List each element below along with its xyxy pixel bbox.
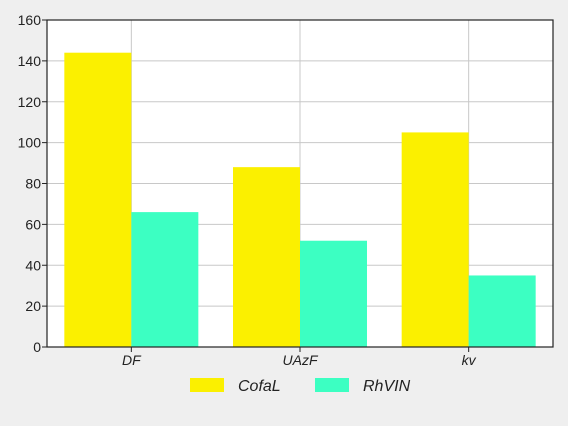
bar-CofaL-UAzF [233,167,300,347]
y-tick-label: 100 [18,135,42,151]
x-axis: DF UAzF kv [122,347,477,368]
x-tick-label: kv [462,352,477,368]
bars [64,52,536,347]
legend-swatch [315,378,349,392]
y-tick-label: 0 [33,339,41,355]
legend-label: CofaL [238,378,281,395]
bar-CofaL-DF [64,52,132,347]
y-tick-label: 120 [18,94,42,110]
legend: CofaL RhVIN [190,378,411,395]
bar-RhVIN-kv [468,275,536,347]
x-tick-label: DF [122,352,142,368]
y-axis: 0 20 40 60 80 100 120 140 160 [18,12,47,355]
y-tick-label: 40 [25,257,41,273]
y-tick-label: 80 [25,176,41,192]
y-tick-label: 140 [18,53,42,69]
bar-RhVIN-DF [131,212,199,347]
y-tick-label: 60 [25,216,41,232]
bar-RhVIN-UAzF [300,240,367,347]
x-tick-label: UAzF [283,352,319,368]
legend-label: RhVIN [363,378,411,395]
y-tick-label: 160 [18,12,42,28]
y-tick-label: 20 [25,298,41,314]
legend-swatch [190,378,224,392]
bar-CofaL-kv [401,132,469,347]
